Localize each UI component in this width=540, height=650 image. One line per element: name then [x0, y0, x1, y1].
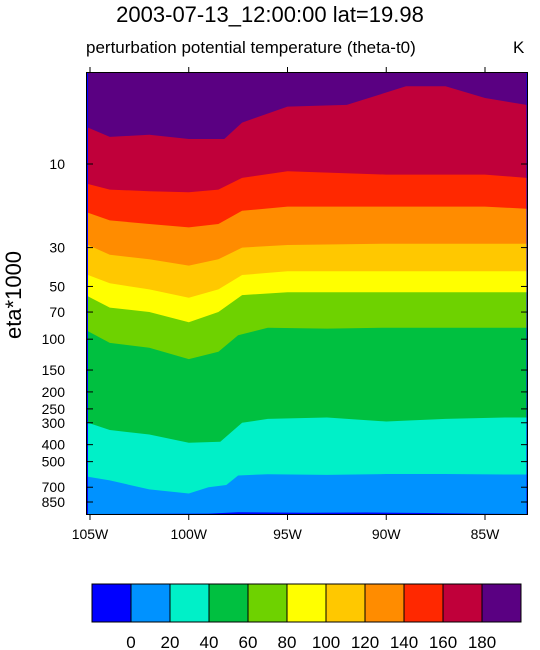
colorbar-swatch: [208, 583, 249, 623]
colorbar-label: 100: [312, 633, 340, 650]
axes: 105W 100W 95W 90W 85W 10 30 50 70 100 150 200250300…: [42, 67, 527, 542]
colorbar-swatch: [130, 583, 171, 623]
chart-subtitle: perturbation potential temperature (thet…: [86, 38, 416, 57]
colorbar-swatch: [169, 583, 210, 623]
units-label: K: [513, 38, 525, 57]
colorbar: 0 20 40 60 80 100 120 140 160 180: [91, 583, 522, 650]
contour-band-above-180: [88, 73, 527, 139]
colorbar-label: 180: [468, 633, 496, 650]
y-tick-label: 10: [49, 156, 65, 172]
y-tick-label: 70: [49, 304, 65, 320]
x-tick-label: 90W: [372, 526, 402, 542]
x-tick-label: 85W: [471, 526, 501, 542]
y-tick-label: 200: [42, 384, 66, 400]
y-tick-label: 300: [42, 415, 66, 431]
colorbar-label: 60: [239, 633, 258, 650]
y-tick-label: 150: [42, 362, 66, 378]
colorbar-swatch: [286, 583, 327, 623]
y-tick-label: 400: [42, 437, 66, 453]
chart-title: 2003-07-13_12:00:00 lat=19.98: [116, 2, 424, 27]
plot-frame: [86, 72, 528, 515]
colorbar-swatch: [325, 583, 366, 623]
colorbar-swatch: [481, 583, 522, 623]
colorbar-label: 0: [126, 633, 135, 650]
y-tick-label: 100: [42, 331, 66, 347]
colorbar-label: 120: [351, 633, 379, 650]
colorbar-label: 140: [390, 633, 418, 650]
colorbar-label: 160: [429, 633, 457, 650]
x-tick-label: 100W: [170, 526, 207, 542]
y-tick-label: 30: [49, 240, 65, 256]
x-tick-label: 105W: [72, 526, 109, 542]
colorbar-label: 20: [161, 633, 180, 650]
y-tick-label: 500: [42, 454, 66, 470]
y-tick-label: 700: [42, 479, 66, 495]
colorbar-label: 80: [278, 633, 297, 650]
colorbar-swatch: [403, 583, 444, 623]
y-tick-label: 250: [42, 401, 66, 417]
colorbar-label: 40: [200, 633, 219, 650]
colorbar-swatch: [442, 583, 483, 623]
y-tick-label: 850: [42, 494, 66, 510]
colorbar-swatch: [364, 583, 405, 623]
colorbar-swatch: [247, 583, 288, 623]
colorbar-swatch: [91, 583, 132, 623]
contour-fills: [87, 73, 527, 514]
x-tick-label: 95W: [273, 526, 303, 542]
y-tick-label: 50: [49, 278, 65, 294]
